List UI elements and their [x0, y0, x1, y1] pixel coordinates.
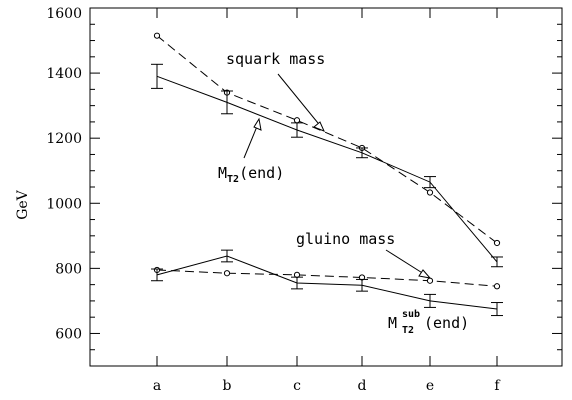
- arrow-squark-line: [277, 73, 323, 129]
- annotation-gluino-mass: gluino mass: [296, 230, 395, 248]
- data-point-circle: [426, 189, 434, 196]
- arrow-squark-head: [313, 121, 325, 132]
- ticks-layer: 600 800 1000 1200 1400 1600 a b c d e f: [46, 6, 562, 394]
- data-point-circle: [493, 283, 501, 290]
- arrow-mt2-line: [243, 123, 259, 159]
- annotation-mt2-end: MT2(end): [218, 164, 284, 185]
- y-tick-label: 1400: [46, 66, 82, 82]
- data-point-circle: [426, 277, 434, 284]
- arrow-gluino-head: [418, 269, 432, 279]
- series-line-3: [156, 255, 498, 310]
- x-tick-label: b: [223, 378, 232, 394]
- x-tick-label: f: [494, 378, 501, 394]
- arrow-gluino-line: [385, 249, 425, 275]
- ylabel: GeV: [15, 189, 31, 219]
- x-tick-label: c: [293, 378, 301, 394]
- plot-frame: [89, 7, 563, 367]
- y-tick-label: 800: [55, 261, 82, 277]
- x-tick-label: d: [358, 378, 367, 394]
- series-line-2: [156, 269, 498, 287]
- data-point-circle: [153, 32, 161, 39]
- y-tick-label: 1200: [46, 131, 82, 147]
- y-tick-label: 600: [55, 326, 82, 342]
- x-tick-label: a: [153, 378, 161, 394]
- data-point-circle: [493, 239, 501, 247]
- y-tick-label: 1600: [46, 6, 82, 22]
- x-tick-label: e: [426, 378, 434, 394]
- data-point-circle: [223, 270, 231, 277]
- arrow-mt2-head: [253, 117, 262, 131]
- data-point-circle: [293, 117, 301, 124]
- series-line-1: [156, 75, 498, 263]
- y-tick-label: 1000: [46, 196, 82, 212]
- series-line-0: [156, 35, 498, 244]
- annotation-squark-mass: squark mass: [226, 50, 325, 68]
- series-layer: [151, 32, 503, 317]
